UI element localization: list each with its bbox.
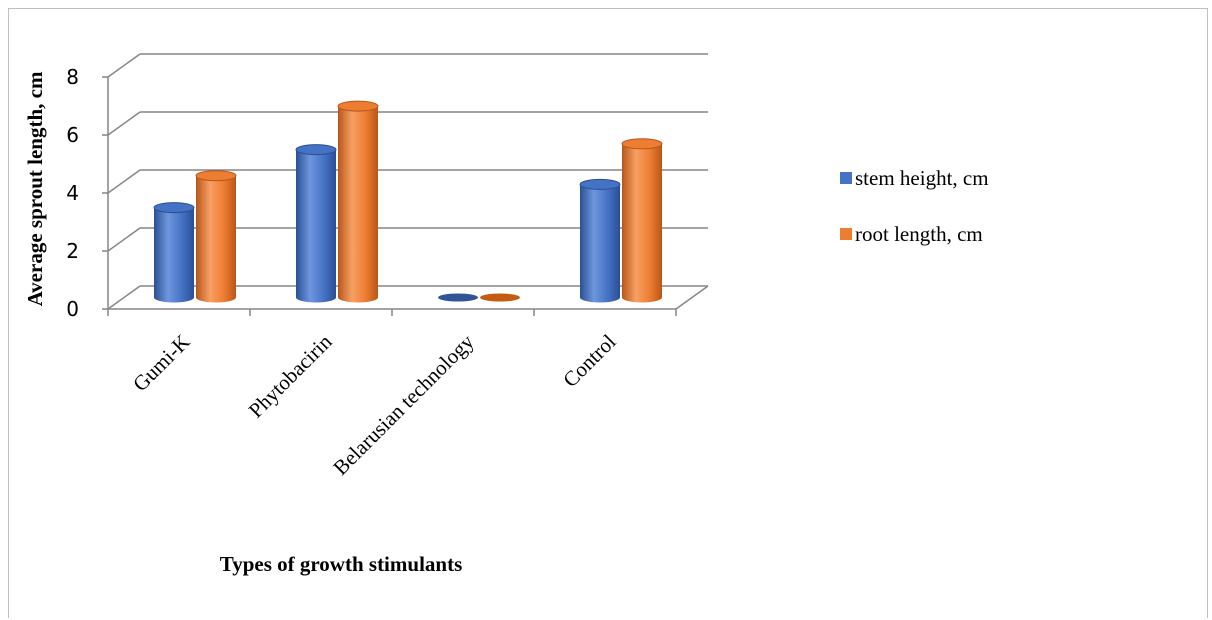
bars — [153, 100, 663, 303]
bar-cap — [579, 178, 621, 190]
y-tick-label: 0 — [66, 297, 79, 321]
x-axis-title: Types of growth stimulants — [220, 552, 463, 576]
bar-stem-height — [153, 202, 195, 303]
y-tick-label: 6 — [66, 123, 79, 147]
bar-body — [622, 143, 662, 303]
bar-body — [296, 149, 336, 303]
legend-label: stem height, cm — [855, 166, 989, 190]
bar-stem-height — [438, 293, 478, 302]
gridline-side — [107, 111, 141, 136]
x-tick-label: Gumi-K — [128, 330, 194, 396]
y-tick-label: 8 — [66, 65, 79, 89]
bar-cap — [295, 144, 337, 156]
legend-label: root length, cm — [855, 222, 983, 246]
bar-body — [338, 106, 378, 303]
bar-body — [154, 207, 194, 303]
floor-edge — [675, 285, 709, 310]
bar-cap — [621, 138, 663, 150]
y-tick-label: 4 — [66, 181, 79, 205]
bar-cap — [337, 100, 379, 112]
x-tick-label: Phytobacirin — [244, 329, 337, 422]
legend-swatch — [840, 228, 852, 240]
gridline-side — [107, 227, 141, 252]
x-tick-label: Belarusian technology — [328, 329, 479, 480]
bar-body — [196, 175, 236, 303]
chart-frame — [8, 8, 1208, 618]
bar-body — [580, 184, 620, 303]
y-tick-label: 2 — [66, 239, 79, 263]
bar-stem-height — [295, 144, 337, 303]
bar-root-length — [621, 138, 663, 303]
y-axis-title: Average sprout length, cm — [23, 71, 47, 306]
bar-root-length — [480, 293, 520, 302]
bar-cap-zero — [438, 293, 478, 302]
x-tick-label: Control — [558, 329, 620, 391]
bar-cap — [195, 170, 237, 182]
bar-root-length — [337, 100, 379, 303]
bar-root-length — [195, 170, 237, 303]
bar-cap — [153, 202, 195, 214]
bar-stem-height — [579, 178, 621, 303]
legend: stem height, cm root length, cm — [840, 166, 989, 246]
legend-swatch — [840, 172, 852, 184]
bar-cap-zero — [480, 293, 520, 302]
gridline-side — [107, 53, 141, 78]
gridline-side — [107, 169, 141, 194]
gridline-side — [107, 285, 141, 310]
axes — [102, 76, 677, 316]
